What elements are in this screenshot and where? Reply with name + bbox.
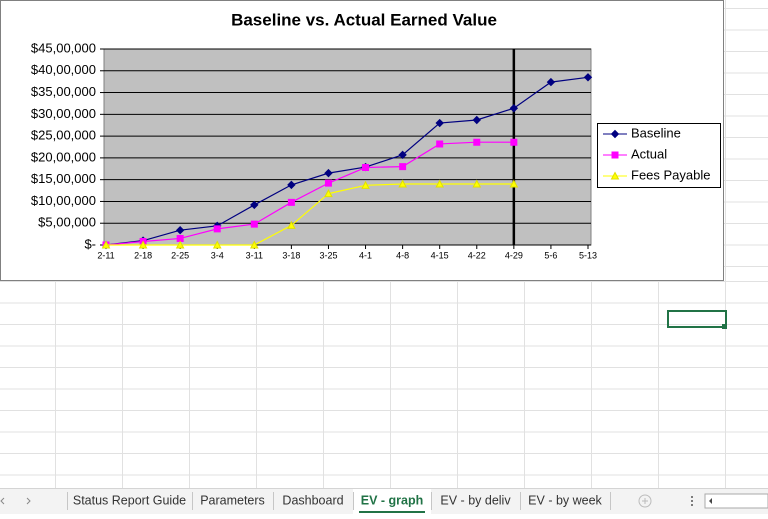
marker [583,73,593,82]
x-tick-label: 3-18 [282,250,300,260]
new-sheet-plus [642,498,648,504]
tab-nav[interactable] [0,497,31,505]
tab-label: EV - graph [361,493,424,507]
tab-label: EV - by deliv [440,493,511,507]
new-sheet[interactable] [638,494,652,508]
marker [287,180,296,190]
marker [324,189,333,198]
y-tick-label: $40,00,000 [31,62,96,77]
marker [213,225,221,233]
marker [546,77,556,87]
more-menu[interactable] [691,496,693,506]
marker [138,240,148,249]
marker [436,140,444,148]
marker [472,115,481,125]
x-tick-label: 3-11 [246,250,263,260]
sheet-tab[interactable]: Dashboard [273,492,344,510]
y-tick-label: $20,00,000 [31,149,96,164]
series-line [105,76,589,246]
plot-area [103,48,592,246]
marker [398,150,407,160]
marker [250,220,258,228]
fill-handle [722,324,727,329]
y-tick-label: $25,00,000 [31,128,96,143]
legend-label: Fees Payable [631,167,711,182]
x-tick-label: 2-11 [97,250,114,260]
marker [435,179,445,188]
sheet-tab[interactable]: EV - by deliv [431,492,512,510]
y-tick-label: $- [84,236,96,251]
legend-label: Baseline [631,125,681,140]
marker [472,179,482,188]
series-line [105,141,514,246]
x-tick-label: 4-1 [359,250,372,260]
h-scrollbar[interactable] [704,493,768,509]
x-tick-label: 4-8 [396,250,409,260]
marker [435,118,444,128]
marker [287,198,295,206]
x-tick-label: 4-15 [431,250,449,260]
x-tick-label: 3-25 [319,250,337,260]
marker [611,151,619,159]
sheet-tab[interactable]: EV - by week [520,492,603,510]
x-tick-label: 3-4 [211,250,224,260]
x-tick-label: 5-13 [579,250,597,260]
marker [176,234,184,242]
y-tick-label: $15,00,000 [31,171,96,186]
sheet-tab[interactable]: Status Report Guide [67,492,187,510]
marker [212,240,222,249]
y-tick-label: $5,00,000 [38,215,96,230]
marker [324,179,332,187]
marker [509,179,519,188]
marker [175,240,185,249]
tab-label: Status Report Guide [73,493,186,507]
marker [610,129,620,139]
tab-label: EV - by week [528,493,602,507]
marker [399,163,407,171]
y-tick-label: $45,00,000 [31,40,96,55]
marker [324,168,333,178]
active-tab-bg [353,489,431,514]
marker [398,179,407,188]
y-tick-label: $30,00,000 [31,106,96,121]
marker [510,138,518,146]
marker [287,220,296,229]
marker [101,240,111,249]
marker [250,200,259,210]
x-tick-label: 4-22 [468,250,486,260]
legend-label: Actual [631,146,667,161]
marker [249,240,259,249]
x-tick-label: 4-29 [505,250,523,260]
y-tick-label: $10,00,000 [31,193,96,208]
chart-title: Baseline vs. Actual Earned Value [231,10,497,29]
marker [473,138,481,146]
y-tick-label: $35,00,000 [31,84,96,99]
sheet-tabs: Status Report Guide Parameters Dashboard EV… [67,489,611,514]
tab-label: Dashboard [282,493,343,507]
x-tick-label: 5-6 [544,250,557,260]
x-tick-label: 2-25 [171,250,189,260]
marker [509,104,519,113]
marker [610,171,620,180]
sheet-tab[interactable]: Parameters [192,492,265,510]
scroll-left[interactable] [709,498,712,504]
tab-label: Parameters [200,493,265,507]
marker [175,225,185,235]
selected-cell[interactable] [667,310,727,328]
sheet-tab[interactable]: EV - graph [353,489,431,514]
marker [361,180,370,189]
marker [362,163,370,171]
x-tick-label: 2-18 [134,250,152,260]
series-line [106,183,514,246]
